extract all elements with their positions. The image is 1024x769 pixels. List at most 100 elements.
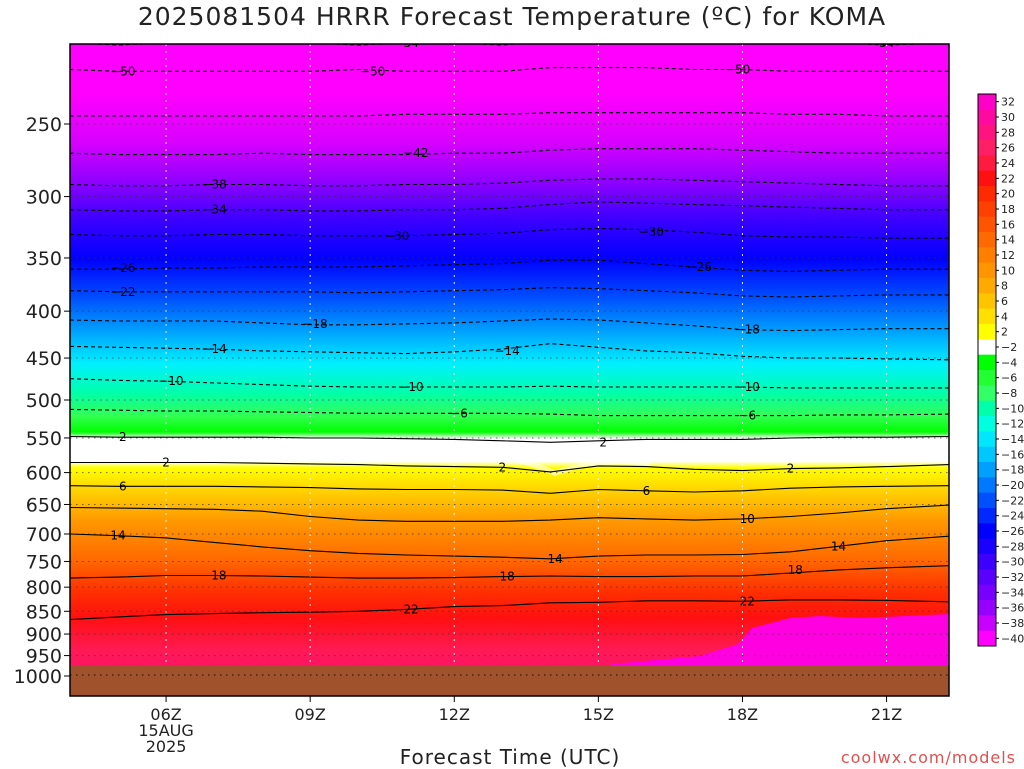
isotherm-label: 2 — [599, 435, 607, 449]
isotherm-label: −18 — [735, 323, 760, 337]
legend-label: −6 — [1001, 372, 1017, 385]
legend-swatch — [978, 370, 996, 386]
isotherm-label: 2 — [162, 456, 170, 470]
legend-label: −8 — [1001, 387, 1017, 400]
isotherm-line — [70, 461, 949, 473]
isotherm-label: 18 — [499, 570, 514, 584]
legend-label: −34 — [1001, 586, 1024, 599]
legend-label: −36 — [1001, 602, 1024, 615]
legend-swatch — [978, 94, 996, 110]
isotherm-label: −50 — [360, 64, 385, 78]
y-tick-label: 700 — [26, 524, 62, 546]
legend-label: −26 — [1001, 525, 1024, 538]
isotherm-label: −54 — [869, 36, 894, 50]
legend-swatch — [978, 584, 996, 601]
chart-title: 2025081504 HRRR Forecast Temperature (ºC… — [137, 2, 887, 31]
x-tick-label: 09Z — [294, 705, 325, 724]
isotherm-label: 2 — [119, 430, 127, 444]
isotherm-label: −50 — [110, 64, 135, 78]
y-tick-label: 450 — [26, 348, 62, 370]
legend-label: −16 — [1001, 448, 1024, 461]
legend-label: 14 — [1001, 234, 1015, 247]
legend-swatch — [978, 523, 996, 540]
legend-label: −28 — [1001, 540, 1024, 553]
legend-swatch — [978, 600, 996, 616]
isotherm-label: 6 — [119, 479, 127, 493]
legend-swatch — [978, 109, 996, 126]
legend-label: −20 — [1001, 479, 1024, 492]
legend-label: −2 — [1001, 341, 1017, 354]
isotherm-contours — [70, 44, 949, 621]
isotherm-label: −14 — [201, 342, 226, 356]
x-tick-label: 21Z — [871, 705, 902, 724]
isotherm-label: −14 — [494, 344, 519, 358]
isotherm-line — [70, 533, 949, 560]
y-tick-label: 400 — [26, 301, 62, 323]
isotherm-label: 10 — [740, 512, 755, 526]
legend-swatch — [978, 508, 996, 524]
isotherm-labels: −54 −54 −50 −50 −50 −42 −38 −34 −30 −30 −26 −26 −22 −… — [110, 36, 894, 616]
isotherm-label: 6 — [643, 484, 651, 498]
isotherm-label: 14 — [831, 539, 846, 553]
isotherm-label: 18 — [788, 563, 803, 577]
isotherm-label: −42 — [403, 146, 428, 160]
isotherm-line — [70, 318, 949, 332]
legend-swatch — [978, 339, 996, 356]
isotherm-line — [70, 435, 949, 443]
y-axis: 2503003504004505005506006507007508008509… — [14, 114, 70, 688]
legend-label: −40 — [1001, 632, 1024, 645]
legend-swatch — [978, 201, 996, 218]
legend-swatch — [978, 262, 996, 279]
isotherm-label: −50 — [725, 62, 750, 76]
isotherm-label: 14 — [547, 552, 562, 566]
warm-surface-layer — [612, 614, 949, 666]
isotherm-line — [70, 259, 949, 272]
isotherm-line — [70, 504, 949, 522]
legend-swatch — [978, 492, 996, 509]
legend-label: −32 — [1001, 571, 1024, 584]
legend-frame — [977, 93, 997, 647]
y-tick-label: 500 — [26, 390, 62, 412]
y-tick-label: 800 — [26, 577, 62, 599]
legend-label: 26 — [1001, 142, 1015, 155]
isotherm-label: −10 — [735, 380, 760, 394]
isotherm-label: 2 — [498, 460, 506, 474]
site-credit: coolwx.com/models — [840, 748, 1016, 767]
isotherm-label: −54 — [394, 36, 419, 50]
legend-swatch — [978, 186, 996, 202]
y-tick-label: 850 — [26, 601, 62, 623]
legend-label: 12 — [1001, 249, 1015, 262]
temperature-field — [70, 44, 949, 696]
isotherm-label: 2 — [787, 462, 795, 476]
legend-label: −4 — [1001, 356, 1017, 369]
legend-swatch — [978, 293, 996, 310]
legend-swatch — [978, 630, 996, 647]
legend-label: −24 — [1001, 510, 1024, 523]
legend-swatch — [978, 538, 996, 555]
legend-swatch — [978, 247, 996, 264]
isotherm-line — [70, 565, 949, 579]
isotherm-line — [70, 485, 949, 494]
isotherm-label: −18 — [302, 317, 327, 331]
legend-swatch — [978, 462, 996, 478]
isotherm-label: −10 — [158, 374, 183, 388]
isotherm-label: −22 — [110, 285, 135, 299]
legend-swatch — [978, 232, 996, 248]
x-tick-label: 06Z — [150, 705, 181, 724]
x-axis-label: Forecast Time (UTC) — [399, 745, 621, 769]
legend-swatch — [978, 416, 996, 432]
legend-label: −22 — [1001, 494, 1024, 507]
legend-label: 18 — [1001, 203, 1015, 216]
y-tick-label: 750 — [26, 551, 62, 573]
legend-label: −14 — [1001, 433, 1024, 446]
legend-label: 20 — [1001, 188, 1015, 201]
y-tick-label: 350 — [26, 248, 62, 270]
legend-swatch — [978, 431, 996, 448]
legend-label: 16 — [1001, 218, 1015, 231]
legend-swatch — [978, 140, 996, 156]
legend-swatch — [978, 324, 996, 340]
legend-swatch — [978, 554, 996, 570]
y-tick-label: 550 — [26, 428, 62, 450]
